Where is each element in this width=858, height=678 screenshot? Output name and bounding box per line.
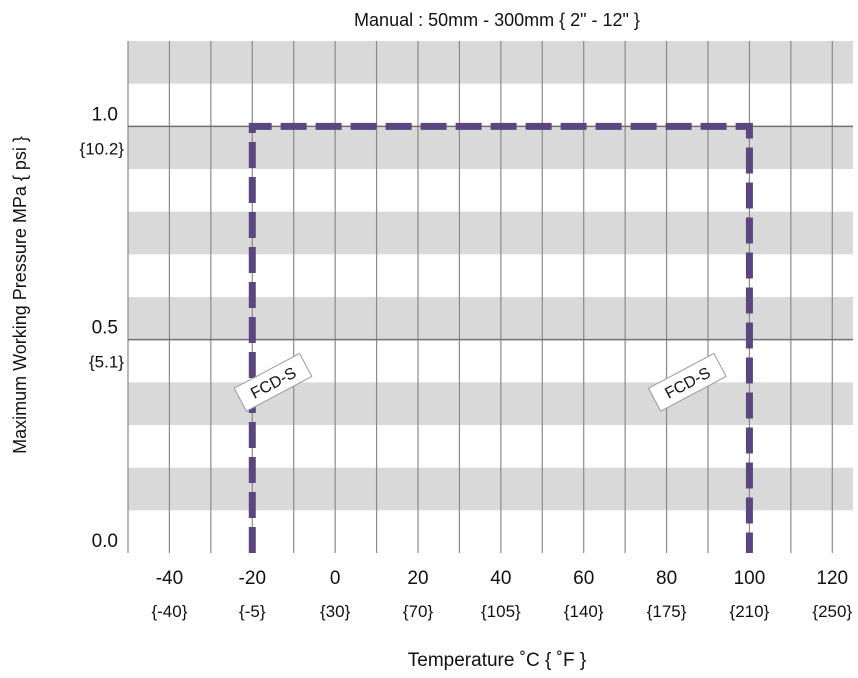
x-tick-label: -40 xyxy=(156,568,183,589)
annotation-label: FCD-S xyxy=(647,352,727,412)
y-tick-label: 1.0 xyxy=(92,104,118,125)
x-tick-sublabel: {140} xyxy=(564,602,604,621)
x-tick-sublabel: {175} xyxy=(647,602,687,621)
x-tick-sublabel: {-40} xyxy=(151,602,187,621)
x-tick-label: 80 xyxy=(656,568,677,589)
x-tick-label: 100 xyxy=(734,568,766,589)
y-tick-sublabel: {10.2} xyxy=(80,139,125,158)
x-tick-label: 120 xyxy=(816,568,848,589)
x-tick-label: 60 xyxy=(573,568,594,589)
x-tick-sublabel: {210} xyxy=(730,602,770,621)
annotation-box xyxy=(233,352,313,412)
tick-labels: -40 {-40} -20 {-5} 0 {30} 20 {70} 40 {105} 60 {140}… xyxy=(80,104,853,621)
x-tick-label: -20 xyxy=(239,568,266,589)
x-tick-sublabel: {250} xyxy=(812,602,852,621)
x-axis-label: Temperature ˚C { ˚F } xyxy=(408,650,586,671)
background-bands xyxy=(128,41,853,511)
x-tick-label: 20 xyxy=(407,568,428,589)
y-axis-label: Maximum Working Pressure MPa { psi } xyxy=(10,136,30,454)
chart-title: Manual : 50mm - 300mm { 2" - 12" } xyxy=(354,10,640,30)
grid-band xyxy=(128,126,853,169)
grid-band xyxy=(128,297,853,340)
x-tick-label: 40 xyxy=(490,568,511,589)
series-layer xyxy=(248,122,753,553)
x-tick-sublabel: {105} xyxy=(481,602,521,621)
grid-band xyxy=(128,467,853,511)
x-tick-sublabel: {-5} xyxy=(239,602,266,621)
x-tick-label: 0 xyxy=(330,568,341,589)
series-line xyxy=(248,122,753,553)
x-tick-sublabel: {30} xyxy=(320,602,351,621)
grid-band xyxy=(128,41,853,84)
y-tick-label: 0.0 xyxy=(92,531,118,552)
x-tick-sublabel: {70} xyxy=(403,602,434,621)
y-tick-sublabel: {5.1} xyxy=(89,353,124,372)
y-tick-label: 0.5 xyxy=(92,318,118,339)
annotation-box xyxy=(647,352,727,412)
grid-band xyxy=(128,211,853,255)
